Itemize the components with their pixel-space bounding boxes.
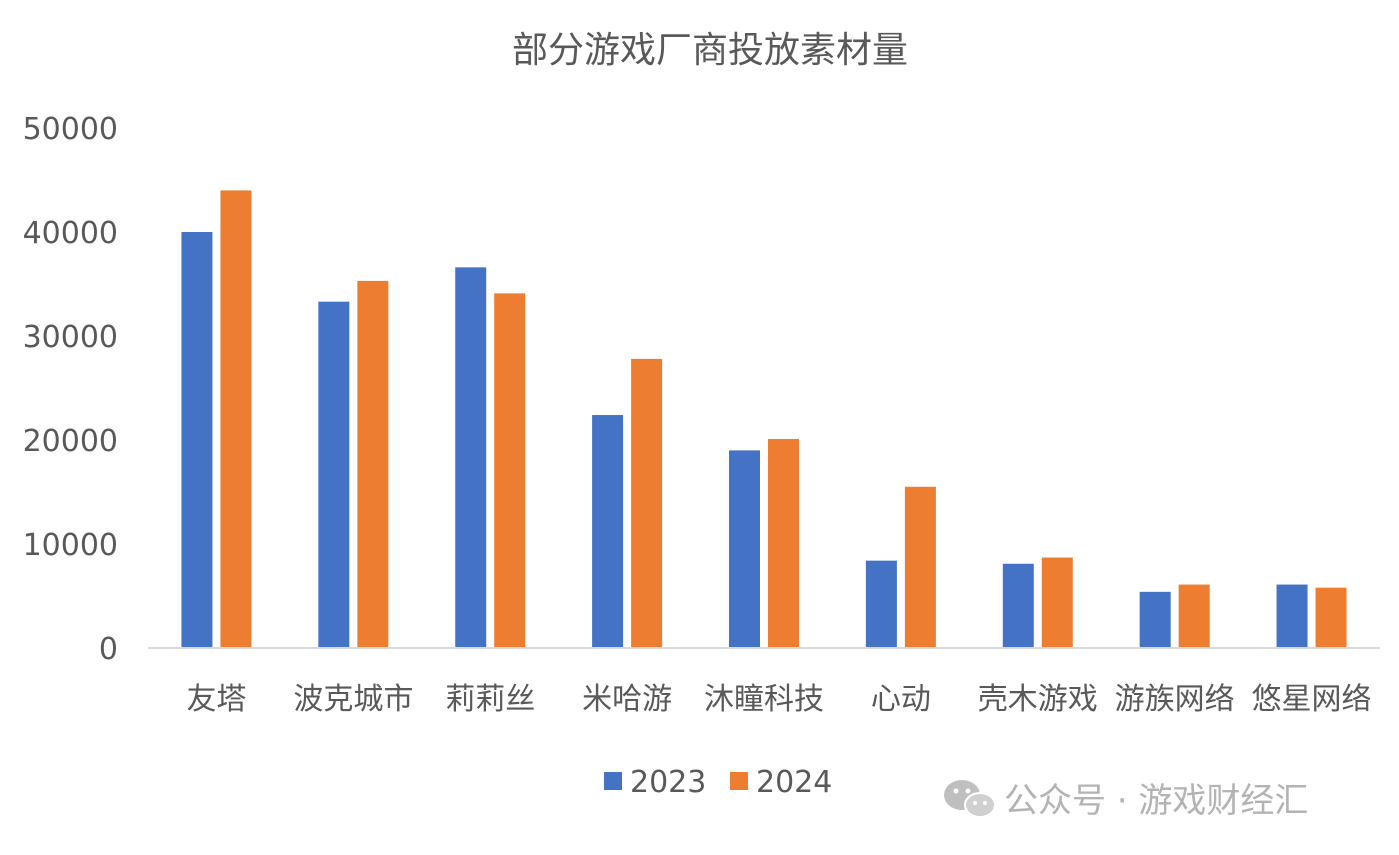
- legend-swatch-2024: [730, 772, 748, 790]
- bar-2023-3: [592, 415, 624, 648]
- x-tick-label: 米哈游: [582, 682, 672, 717]
- y-axis: 0 10000 20000 30000 40000 50000: [23, 112, 118, 667]
- bar-2024-5: [904, 486, 936, 648]
- y-tick-label: 0: [99, 632, 118, 667]
- bar-2024-1: [357, 280, 389, 648]
- legend: 2023 2024: [604, 765, 832, 800]
- watermark: 公众号 · 游戏财经汇: [944, 780, 1308, 821]
- x-tick-label: 沐瞳科技: [704, 682, 824, 717]
- x-tick-label: 悠星网络: [1252, 682, 1372, 717]
- bar-2023-0: [181, 232, 213, 648]
- bar-2024-4: [768, 438, 799, 648]
- watermark-text: 公众号 · 游戏财经汇: [1004, 781, 1308, 821]
- bar-2024-2: [494, 293, 526, 648]
- x-tick-label: 心动: [871, 682, 931, 717]
- y-tick-label: 50000: [23, 112, 118, 147]
- x-tick-label: 友塔: [186, 682, 246, 717]
- bar-2023-4: [729, 450, 760, 648]
- bar-2023-8: [1276, 584, 1308, 648]
- bars: [181, 190, 1347, 648]
- wechat-icon: [944, 780, 996, 818]
- bar-2023-1: [318, 301, 350, 648]
- y-tick-label: 10000: [23, 528, 118, 563]
- y-tick-label: 40000: [23, 216, 118, 251]
- x-tick-label: 莉莉丝: [445, 682, 535, 717]
- legend-swatch-2023: [604, 772, 622, 790]
- bar-2024-0: [220, 190, 252, 648]
- x-tick-label: 游族网络: [1115, 682, 1235, 717]
- bar-2024-8: [1315, 587, 1347, 648]
- y-tick-label: 30000: [23, 320, 118, 355]
- bar-2023-7: [1139, 591, 1171, 648]
- bar-2023-5: [865, 560, 897, 648]
- bar-2024-6: [1041, 557, 1073, 648]
- x-tick-label: 波克城市: [293, 682, 413, 717]
- bar-2024-3: [631, 358, 663, 648]
- bar-2023-6: [1002, 563, 1034, 648]
- y-tick-label: 20000: [23, 424, 118, 459]
- bar-2023-2: [455, 267, 487, 648]
- legend-label-2024: 2024: [756, 765, 832, 800]
- x-axis: 友塔 波克城市 莉莉丝 米哈游 沐瞳科技 心动 壳木游戏 游族网络 悠星网络: [186, 682, 1371, 717]
- bar-2024-7: [1178, 584, 1210, 648]
- x-tick-label: 壳木游戏: [978, 682, 1098, 717]
- chart-title: 部分游戏厂商投放素材量: [512, 30, 908, 71]
- legend-label-2023: 2023: [630, 765, 706, 800]
